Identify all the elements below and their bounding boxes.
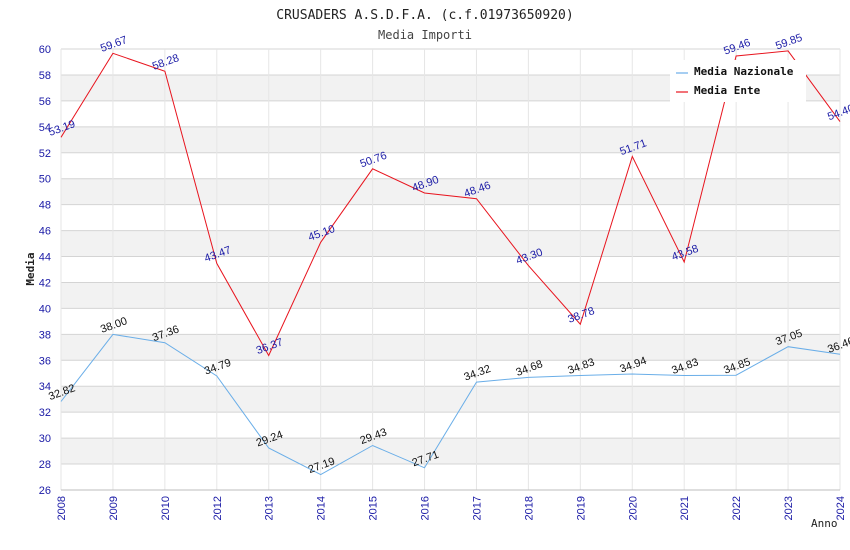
y-tick-label: 58 — [39, 70, 51, 82]
legend: Media Nazionale Media Ente — [670, 60, 806, 102]
grid-band — [61, 230, 840, 257]
grid-band — [61, 464, 840, 490]
y-tick-label: 32 — [39, 407, 51, 419]
x-tick-label: 2022 — [731, 496, 743, 520]
y-tick-label: 30 — [39, 433, 51, 445]
y-tick-label: 48 — [39, 200, 51, 212]
x-tick-label: 2014 — [316, 496, 328, 520]
x-axis-label: Anno — [811, 517, 838, 530]
y-tick-label: 56 — [39, 96, 51, 108]
y-tick-label: 40 — [39, 303, 51, 315]
grid-band — [61, 152, 840, 179]
y-tick-label: 44 — [39, 252, 51, 264]
y-tick-label: 46 — [39, 226, 51, 238]
series-line-media-nazionale — [60, 333, 841, 476]
y-tick-label: 42 — [39, 277, 51, 289]
grid-bands — [61, 49, 840, 490]
x-tick-label: 2017 — [471, 496, 483, 520]
y-tick-label: 60 — [39, 44, 51, 56]
x-tick-label: 2012 — [212, 496, 224, 520]
x-tick-label: 2024 — [835, 496, 847, 520]
grid-band — [61, 282, 840, 309]
grid-band — [61, 386, 840, 413]
y-tick-label: 34 — [39, 381, 51, 393]
legend-label-media-nazionale: Media Nazionale — [694, 65, 794, 78]
legend-box — [670, 60, 806, 102]
y-tick-label: 38 — [39, 329, 51, 341]
grid-band — [61, 178, 840, 205]
x-tick-label: 2019 — [575, 496, 587, 520]
x-tick-label: 2013 — [264, 496, 276, 520]
x-tick-label: 2023 — [783, 496, 795, 520]
y-tick-label: 26 — [39, 485, 51, 497]
x-tick-label: 2016 — [420, 496, 432, 520]
y-tick-label: 54 — [39, 122, 51, 134]
x-tick-label: 2021 — [679, 496, 691, 520]
chart-title: CRUSADERS A.S.D.F.A. (c.f.01973650920) — [276, 8, 573, 23]
y-axis-label: Media — [24, 252, 37, 285]
y-tick-label: 52 — [39, 148, 51, 160]
x-tick-label: 2020 — [627, 496, 639, 520]
grid-band — [61, 308, 840, 335]
series-lines — [60, 50, 841, 476]
series-line-media-ente — [60, 50, 841, 357]
x-tick-label: 2009 — [108, 496, 120, 520]
grid-band — [61, 204, 840, 231]
x-axis-ticks: 2008 2009 2010 2012 2013 2014 2015 2016 2017 2018… — [56, 496, 847, 520]
y-axis-ticks: 26 28 30 32 34 36 38 40 42 44 46 48 50 52 54 56 58 60 — [39, 44, 51, 497]
grid-band — [61, 100, 840, 127]
grid-band — [61, 438, 840, 465]
x-tick-label: 2010 — [160, 496, 172, 520]
y-tick-label: 50 — [39, 174, 51, 186]
x-tick-label: 2008 — [56, 496, 68, 520]
grid-lines — [60, 48, 841, 491]
grid-band — [61, 256, 840, 283]
y-tick-label: 28 — [39, 459, 51, 471]
x-tick-label: 2015 — [368, 496, 380, 520]
grid-band — [61, 334, 840, 361]
x-tick-label: 2018 — [523, 496, 535, 520]
grid-band — [61, 360, 840, 387]
y-tick-label: 36 — [39, 355, 51, 367]
legend-label-media-ente: Media Ente — [694, 84, 761, 97]
grid-band — [61, 126, 840, 153]
chart-subtitle: Media Importi — [378, 28, 472, 42]
